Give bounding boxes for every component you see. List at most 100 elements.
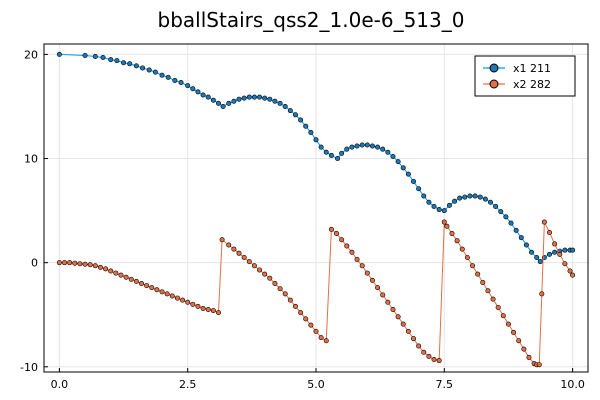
series-2-point xyxy=(215,310,221,316)
series-1-point xyxy=(482,196,488,202)
series-1-point xyxy=(518,235,524,241)
series-1-point xyxy=(552,249,558,255)
series-2-point xyxy=(236,250,242,256)
series-2-point xyxy=(441,219,447,225)
series-1-point xyxy=(523,242,529,248)
series-2-point xyxy=(219,237,225,243)
series-1-point xyxy=(267,96,273,102)
legend-label: x1 211 xyxy=(513,62,551,75)
legend-swatch-marker xyxy=(489,63,499,73)
series-1-point xyxy=(508,220,514,226)
series-2-point xyxy=(287,297,293,303)
series-1-point xyxy=(308,130,314,136)
grid-layer xyxy=(44,44,588,372)
series-2-point xyxy=(411,336,417,342)
series-2-point xyxy=(190,301,196,307)
series-1-point xyxy=(298,117,304,123)
series-1-point xyxy=(262,95,268,101)
series-1-point xyxy=(452,198,458,204)
series-2-point xyxy=(500,313,506,319)
series-2-point xyxy=(108,268,114,274)
series-2-point xyxy=(292,303,298,309)
chart-title: bballStairs_qss2_1.0e-6_513_0 xyxy=(158,8,465,32)
series-1-point xyxy=(426,199,432,205)
series-2-point xyxy=(103,266,109,272)
series-1-point xyxy=(236,96,242,102)
series-2-point xyxy=(262,271,268,277)
series-2-point xyxy=(92,263,98,269)
series-1-point xyxy=(277,100,283,106)
series-2-point xyxy=(210,308,216,314)
series-2-point xyxy=(174,295,180,301)
series-1-point xyxy=(303,123,309,129)
series-2-point xyxy=(400,321,406,327)
series-2-point xyxy=(303,316,309,322)
series-1-point xyxy=(282,103,288,109)
y-tick-label: 10 xyxy=(24,153,38,166)
series-2-point xyxy=(139,280,145,286)
series-2-point xyxy=(495,304,501,310)
series-2-point xyxy=(257,267,263,273)
series-1-point xyxy=(114,58,120,64)
legend-swatch-marker xyxy=(489,79,499,89)
series-2-point xyxy=(159,289,165,295)
y-tick-label: -10 xyxy=(20,361,38,374)
series-2-point xyxy=(570,272,576,278)
legend-label: x2 282 xyxy=(513,78,551,91)
series-2-point xyxy=(154,287,160,293)
series-2-point xyxy=(539,291,545,297)
legend: x1 211 x2 282 xyxy=(474,55,576,97)
axis-layer: 0.0 2.5 5.0 7.5 10.0 -10 0 10 20 xyxy=(20,48,585,391)
series-2-point xyxy=(180,297,186,303)
series-2-point xyxy=(516,338,522,344)
y-tick-label: 0 xyxy=(31,257,38,270)
series-1-point xyxy=(487,199,493,205)
series-2-point xyxy=(267,275,273,281)
series-1-point xyxy=(313,137,319,143)
series-2-point xyxy=(459,246,465,252)
series-1-point xyxy=(513,227,519,233)
y-tick-label: 20 xyxy=(24,48,38,61)
series-2-point xyxy=(354,257,360,263)
series-1-point xyxy=(159,72,165,78)
series-1-point xyxy=(421,193,427,199)
series-2-point xyxy=(226,242,232,248)
series-2-point xyxy=(113,270,119,276)
series-1-point xyxy=(292,112,298,118)
series-1-point xyxy=(215,100,221,106)
series-1-point xyxy=(359,142,365,148)
series-2-point xyxy=(385,299,391,305)
series-2-point xyxy=(485,288,491,294)
series-2-point xyxy=(431,356,437,362)
series-2-point xyxy=(380,292,386,298)
series-1-point xyxy=(349,144,355,150)
series-2-point xyxy=(369,277,375,283)
series-2-point xyxy=(536,362,542,368)
series-1-point xyxy=(431,203,437,209)
series-2-point xyxy=(164,291,170,297)
series-1-point xyxy=(400,165,406,171)
series-2-point xyxy=(62,260,68,266)
series-2-point xyxy=(67,260,73,266)
series-1-point xyxy=(385,149,391,155)
series-1-point xyxy=(220,103,226,109)
series-1-point xyxy=(165,74,171,80)
series-2-point xyxy=(505,321,511,327)
series-1-point xyxy=(498,209,504,215)
series-1-point xyxy=(200,92,206,98)
series-1-point xyxy=(152,69,158,75)
x-tick-label: 5.0 xyxy=(307,378,325,391)
series-1-point xyxy=(190,86,196,92)
series-1-point xyxy=(369,143,375,149)
series-1-point xyxy=(375,144,381,150)
series-2-point xyxy=(454,238,460,244)
series-1-point xyxy=(547,251,553,257)
series-1-point xyxy=(100,55,106,61)
series-1-point xyxy=(146,67,152,73)
series-1-point xyxy=(472,193,478,199)
series-2-point xyxy=(169,293,175,299)
series-2-point xyxy=(339,237,345,243)
series-1-point xyxy=(570,247,576,253)
series-2-point xyxy=(562,261,568,267)
